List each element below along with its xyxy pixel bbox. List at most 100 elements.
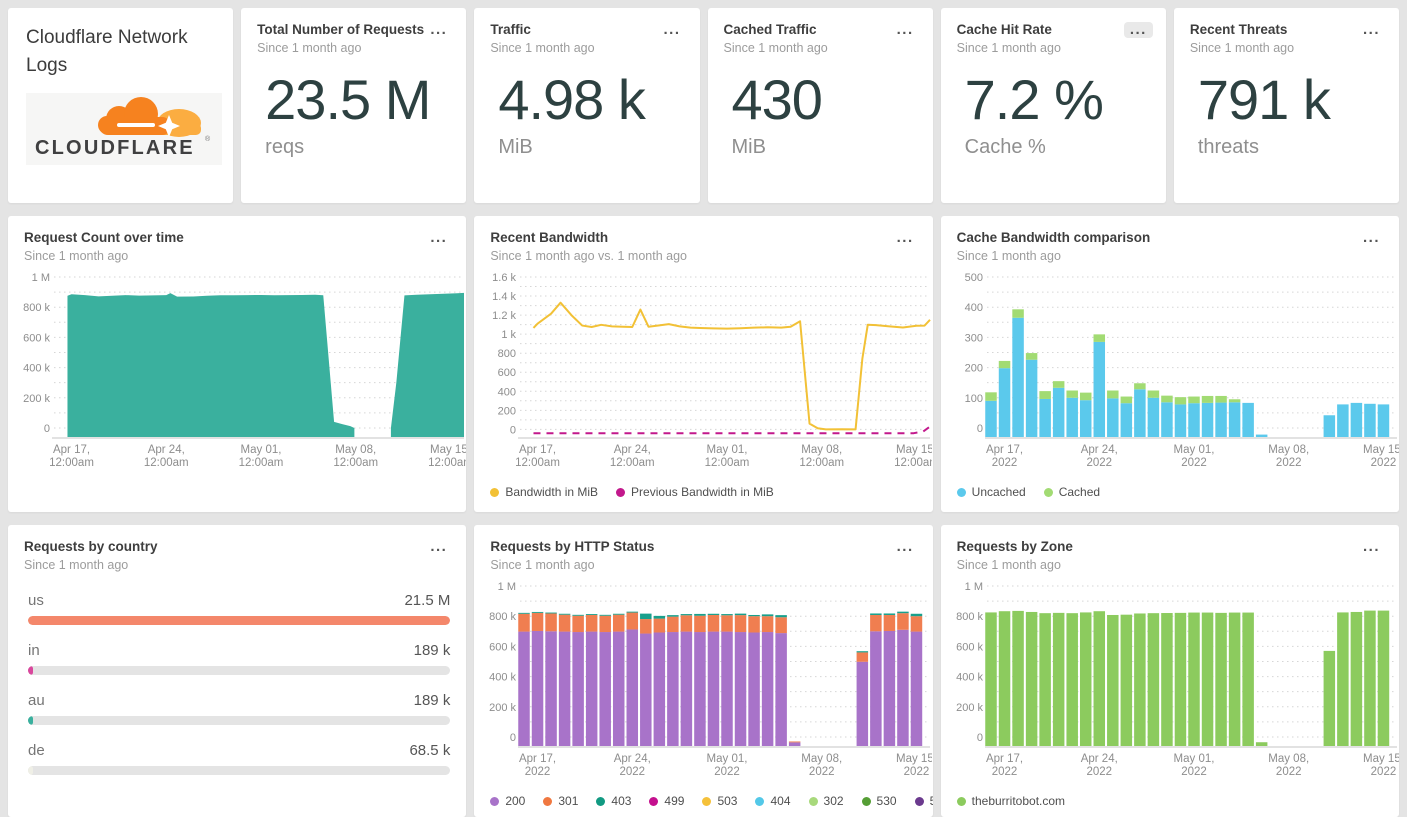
stat-unit: threats	[1197, 135, 1259, 158]
gauge-track	[28, 766, 451, 775]
svg-text:200 k: 200 k	[956, 702, 983, 714]
svg-text:12:00am: 12:00am	[333, 457, 378, 469]
panel-title: Requests by HTTP Status	[490, 539, 655, 554]
legend-color-dot	[914, 796, 924, 806]
svg-text:May 15,: May 15,	[896, 444, 932, 456]
svg-text:400 k: 400 k	[489, 672, 516, 684]
svg-text:May 15,: May 15,	[896, 753, 932, 765]
svg-text:1.2 k: 1.2 k	[492, 310, 516, 322]
svg-text:800 k: 800 k	[23, 302, 50, 314]
legend-item[interactable]: 530	[861, 794, 897, 808]
panel-title: Cache Hit Rate	[956, 22, 1052, 37]
legend-item[interactable]: 526	[914, 794, 933, 808]
svg-text:May 08,: May 08,	[1268, 753, 1309, 765]
panel-subtitle: Since 1 month ago	[956, 41, 1061, 55]
legend-label: Previous Bandwidth in MiB	[631, 485, 774, 499]
svg-text:200 k: 200 k	[489, 702, 516, 714]
svg-text:1.6 k: 1.6 k	[492, 272, 516, 284]
gauge-fill	[28, 716, 34, 725]
legend-item[interactable]: Uncached	[956, 485, 1026, 499]
cloudflare-logo: CLOUDFLARE ®	[26, 93, 222, 166]
svg-text:2022: 2022	[1370, 457, 1396, 469]
panel-subtitle: Since 1 month ago	[956, 558, 1061, 572]
legend-label: Uncached	[971, 485, 1026, 499]
panel-menu-icon[interactable]: ...	[896, 538, 914, 555]
legend-color-dot	[755, 796, 765, 806]
legend-color-dot	[861, 796, 871, 806]
svg-text:0: 0	[977, 423, 983, 435]
panel-menu-icon[interactable]: ...	[1362, 21, 1380, 38]
svg-text:2022: 2022	[1181, 457, 1207, 469]
panel-menu-icon[interactable]: ...	[430, 538, 448, 555]
legend-item[interactable]: Previous Bandwidth in MiB	[616, 485, 774, 499]
legend-item[interactable]: theburritobot.com	[956, 794, 1065, 808]
cloudflare-wordmark: CLOUDFLARE	[35, 137, 195, 159]
legend-item[interactable]: 302	[808, 794, 844, 808]
panel-request-count: Request Count over time Since 1 month ag…	[8, 216, 467, 512]
stat-value: 7.2 %	[964, 68, 1104, 131]
panel-menu-icon[interactable]: ...	[1362, 229, 1380, 246]
svg-text:2022: 2022	[809, 766, 835, 778]
panel-menu-icon[interactable]: ...	[896, 229, 914, 246]
panel-title: Traffic	[490, 22, 531, 37]
legend-color-dot	[702, 796, 712, 806]
legend-item[interactable]: 499	[649, 794, 684, 808]
stat-value: 23.5 M	[265, 68, 431, 131]
legend-item[interactable]: Bandwidth in MiB	[490, 485, 598, 499]
svg-text:200 k: 200 k	[23, 393, 50, 405]
legend-label: 526	[930, 794, 933, 808]
svg-text:12:00am: 12:00am	[705, 457, 750, 469]
svg-text:May 01,: May 01,	[707, 444, 748, 456]
panel-title: Requests by Zone	[956, 539, 1073, 554]
chart-legend: theburritobot.com	[941, 790, 1399, 808]
stat-value: 430	[731, 68, 823, 131]
panel-menu-icon[interactable]: ...	[663, 21, 681, 38]
svg-text:May 15,: May 15,	[1363, 444, 1399, 456]
svg-text:May 08,: May 08,	[335, 444, 376, 456]
panel-cache-hit-rate: Cache Hit Rate Since 1 month ago ... 7.2…	[940, 8, 1166, 203]
svg-text:400: 400	[964, 302, 982, 314]
legend-item[interactable]: 200	[490, 794, 525, 808]
svg-text:Apr 24,: Apr 24,	[1080, 753, 1117, 765]
svg-text:12:00am: 12:00am	[49, 457, 94, 469]
svg-text:1 M: 1 M	[498, 581, 516, 593]
panel-menu-icon[interactable]: ...	[896, 21, 914, 38]
panel-subtitle: Since 1 month ago	[490, 41, 595, 55]
legend-color-dot	[596, 796, 606, 806]
panel-menu-icon[interactable]: ...	[430, 229, 448, 246]
gauge-track	[28, 666, 451, 675]
panel-menu-icon[interactable]: ...	[1123, 22, 1153, 38]
panel-traffic: Traffic Since 1 month ago ... 4.98 k MiB	[474, 8, 700, 203]
legend-color-dot	[1043, 487, 1053, 497]
legend-item[interactable]: 404	[755, 794, 791, 808]
svg-text:2022: 2022	[1086, 457, 1112, 469]
svg-text:0: 0	[44, 423, 50, 435]
panel-title: Cache Bandwidth comparison	[956, 230, 1151, 245]
svg-text:2022: 2022	[1276, 766, 1302, 778]
svg-text:800 k: 800 k	[956, 611, 983, 623]
panel-menu-icon[interactable]: ...	[430, 21, 448, 38]
panel-title: Recent Bandwidth	[490, 230, 609, 245]
svg-text:2022: 2022	[904, 766, 930, 778]
legend-item[interactable]: 503	[702, 794, 737, 808]
panel-subtitle: Since 1 month ago vs. 1 month ago	[490, 249, 687, 263]
svg-text:400: 400	[498, 386, 516, 398]
panel-menu-icon[interactable]: ...	[1362, 538, 1380, 555]
legend-label: Bandwidth in MiB	[505, 485, 599, 499]
gauge-track	[28, 716, 451, 725]
svg-text:Apr 24,: Apr 24,	[148, 444, 185, 456]
panel-recent-bandwidth: Recent Bandwidth Since 1 month ago vs. 1…	[474, 216, 933, 512]
legend-label: 404	[770, 794, 791, 808]
svg-text:400 k: 400 k	[956, 672, 983, 684]
gauge-label: de	[28, 742, 45, 759]
legend-item[interactable]: 403	[596, 794, 631, 808]
legend-item[interactable]: 301	[543, 794, 578, 808]
legend-item[interactable]: Cached	[1043, 485, 1100, 499]
svg-text:2022: 2022	[715, 766, 741, 778]
country-bar-gauge: us 21.5 M in 189 k au 189 k de 68.5 k	[8, 572, 466, 775]
